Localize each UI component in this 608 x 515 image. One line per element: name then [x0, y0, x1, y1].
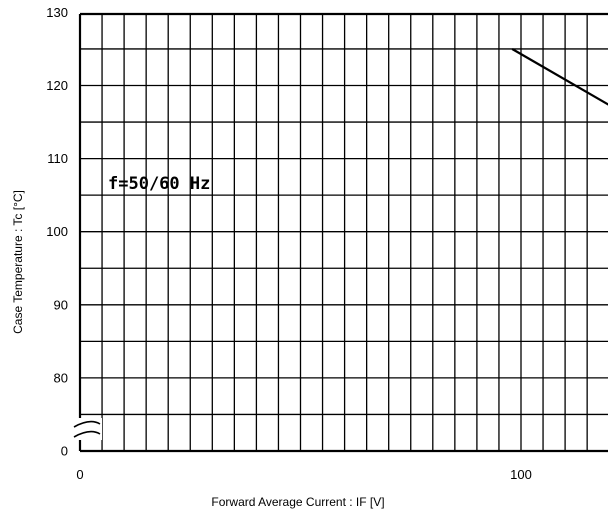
grid	[79, 14, 608, 452]
axis-break-curve-lower	[73, 430, 101, 438]
frequency-annotation: f=50/60 Hz	[108, 174, 210, 194]
y-axis-title: Case Temperature : Tc [°C]	[11, 190, 25, 334]
axis-break-marker	[62, 418, 102, 440]
series-layer	[511, 48, 608, 106]
y-tick-label: 110	[47, 151, 68, 166]
x-tick-label: 0	[76, 467, 83, 482]
x-tick-labels: 0100200	[76, 467, 532, 482]
x-axis-title: Forward Average Current : IF [V]	[211, 495, 384, 509]
y-tick-label: 120	[46, 78, 68, 93]
x-tick-label: 100	[510, 467, 532, 482]
y-tick-labels: 130 120 110 100 90 80 0	[46, 5, 68, 459]
axis-break-curve-upper	[73, 420, 101, 428]
series-line	[511, 48, 608, 106]
axis-break-mask	[62, 418, 102, 440]
y-tick-label: 80	[54, 370, 68, 385]
y-tick-label: 0	[61, 444, 68, 459]
plot-frame	[78, 12, 608, 453]
y-tick-label: 130	[46, 5, 68, 20]
y-tick-label: 90	[54, 297, 68, 312]
y-tick-label: 100	[46, 224, 68, 239]
